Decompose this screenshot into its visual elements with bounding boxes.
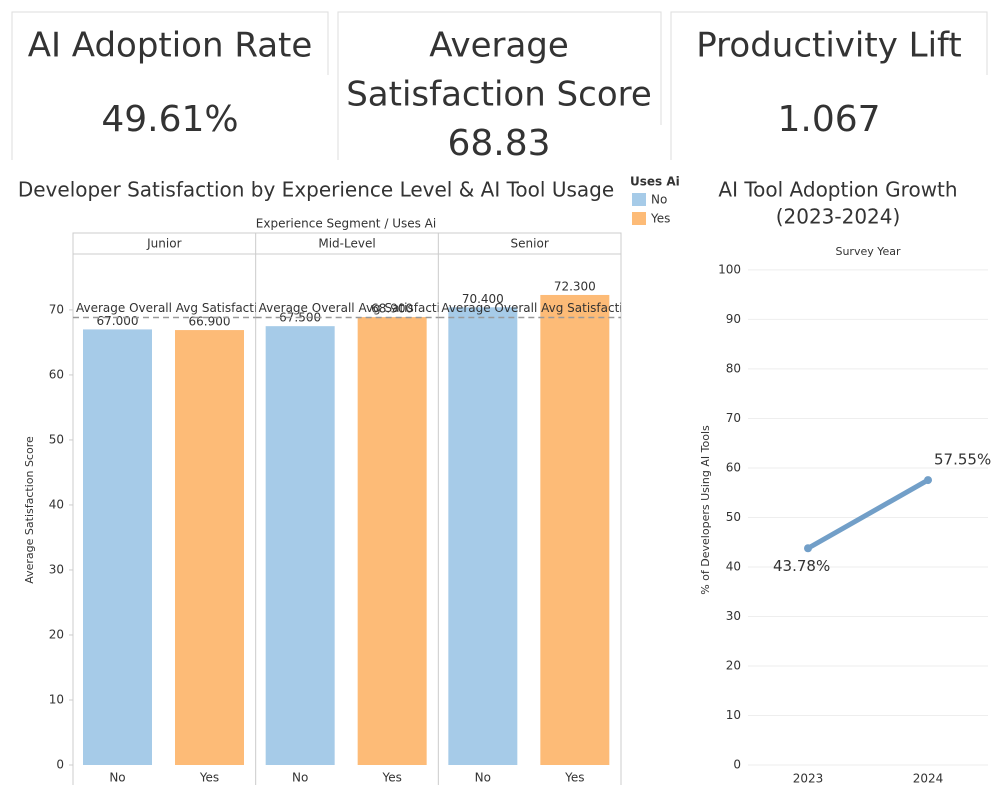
chart-title: Developer Satisfaction by Experience Lev… xyxy=(18,178,614,202)
bar-value-label: 70.400 xyxy=(462,292,504,306)
kpi-value: 49.61% xyxy=(101,99,238,140)
bar-value-label: 68.900 xyxy=(371,302,413,316)
bar xyxy=(448,307,518,765)
reference-label: Average Overall Avg Satisfaction xyxy=(76,301,272,315)
kpi-value: 1.067 xyxy=(777,99,880,140)
x-tick-label: No xyxy=(109,771,125,785)
panel-header: Senior xyxy=(511,237,549,251)
bar xyxy=(540,294,610,765)
y-tick-label: 40 xyxy=(726,559,741,573)
x-tick-label: Yes xyxy=(199,771,219,785)
y-tick-label: 100 xyxy=(718,262,741,276)
y-tick-label: 30 xyxy=(49,562,64,576)
y-tick-label: 60 xyxy=(49,367,64,381)
y-tick-label: 40 xyxy=(49,497,64,511)
x-tick-label: No xyxy=(475,771,491,785)
bar xyxy=(357,317,427,765)
kpi-title: Satisfaction Score xyxy=(346,75,652,115)
line xyxy=(805,477,931,551)
legend-title: Uses Ai xyxy=(630,175,680,189)
y-tick-label: 80 xyxy=(726,361,741,375)
y-tick-label: 60 xyxy=(726,460,741,474)
bar-value-label: 72.300 xyxy=(554,279,596,293)
kpi-title: Average xyxy=(429,26,569,66)
legend-label: No xyxy=(651,193,667,207)
bar-value-label: 66.900 xyxy=(189,315,231,329)
point xyxy=(924,476,932,485)
x-tick-label: Yes xyxy=(564,771,584,785)
kpi-boxes xyxy=(11,11,988,160)
x-axis-title: Survey Year xyxy=(835,245,901,258)
point-label: 43.78% xyxy=(773,557,830,575)
x-tick-label: Yes xyxy=(381,771,401,785)
panel-header: Junior xyxy=(146,237,181,251)
reference-label: Average Overall Avg Satisfaction xyxy=(259,301,455,315)
chart-title: AI Tool Adoption Growth xyxy=(718,178,957,202)
y-tick-label: 20 xyxy=(49,627,64,641)
y-tick-label: 10 xyxy=(726,708,741,722)
legend-label: Yes xyxy=(650,212,670,226)
panel-header: Mid-Level xyxy=(318,237,375,251)
panel: 70.400 72.300 Average Overall Avg Satisfac… xyxy=(438,279,637,765)
reference-label: Average Overall Avg Satisfaction xyxy=(441,301,637,315)
kpi-box xyxy=(11,11,329,160)
y-tick-label: 0 xyxy=(56,758,64,772)
bar xyxy=(83,329,152,765)
y-tick-label: 50 xyxy=(49,432,64,446)
y-tick-label: 20 xyxy=(726,658,741,672)
bar xyxy=(265,326,335,765)
kpi-title: Productivity Lift xyxy=(696,26,961,66)
x-tick-label: 2023 xyxy=(793,772,824,786)
y-axis-title: % of Developers Using AI Tools xyxy=(699,425,712,595)
legend-swatch xyxy=(632,193,646,206)
y-tick-label: 90 xyxy=(726,312,741,326)
y-tick-label: 70 xyxy=(726,411,741,425)
y-tick-label: 30 xyxy=(726,609,741,623)
chart-title: (2023-2024) xyxy=(776,205,901,229)
y-tick-label: 50 xyxy=(726,510,741,524)
kpi-box xyxy=(337,11,662,160)
legend-swatch xyxy=(632,212,646,225)
kpi-box xyxy=(670,11,988,160)
y-tick-label: 0 xyxy=(733,758,741,772)
point xyxy=(804,544,812,553)
x-tick-label: 2024 xyxy=(913,772,944,786)
y-tick-label: 70 xyxy=(49,302,64,316)
bar xyxy=(175,330,244,765)
kpi-title: AI Adoption Rate xyxy=(28,26,313,66)
y-tick-label: 10 xyxy=(49,692,64,706)
bar-value-label: 67.000 xyxy=(97,314,139,328)
kpi-value: 68.83 xyxy=(447,123,550,164)
x-axis-title: Experience Segment / Uses Ai xyxy=(256,217,436,231)
point-label: 57.55% xyxy=(934,451,991,469)
y-axis-title: Average Satisfaction Score xyxy=(23,436,36,584)
x-tick-label: No xyxy=(292,771,308,785)
